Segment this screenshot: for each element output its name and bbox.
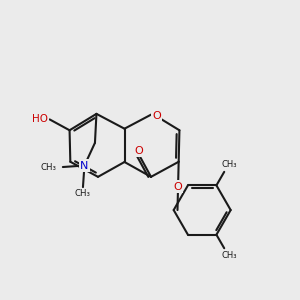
Text: O: O	[174, 182, 182, 191]
Text: O: O	[152, 111, 161, 121]
Text: HO: HO	[32, 114, 48, 124]
Text: CH₃: CH₃	[40, 163, 56, 172]
Text: O: O	[134, 146, 143, 156]
Text: CH₃: CH₃	[221, 251, 237, 260]
Text: CH₃: CH₃	[221, 160, 237, 169]
Text: CH₃: CH₃	[75, 189, 91, 198]
Text: N: N	[80, 160, 88, 170]
